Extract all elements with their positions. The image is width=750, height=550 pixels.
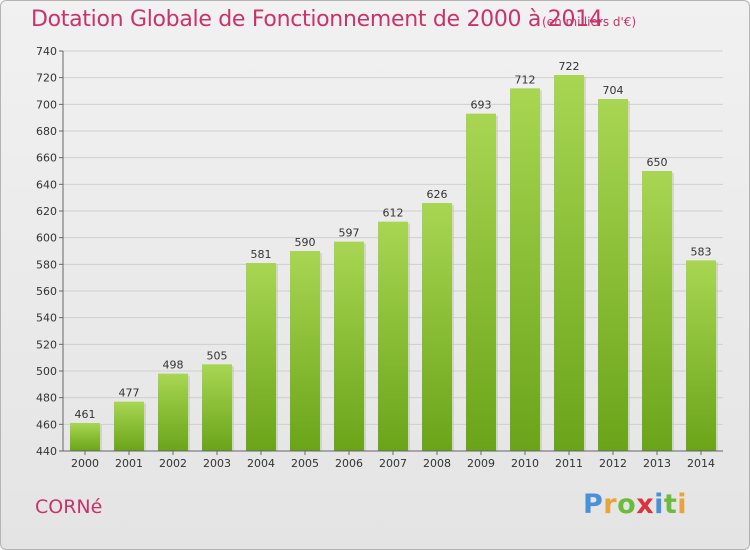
data-label: 722 [559, 60, 580, 73]
commune-name: CORNé [35, 496, 103, 518]
y-tick-label: 520 [36, 338, 57, 351]
data-label: 626 [427, 188, 448, 201]
bar [422, 203, 452, 451]
bar [158, 373, 188, 451]
bar [510, 88, 540, 451]
x-tick-label: 2002 [159, 457, 187, 470]
x-tick-label: 2006 [335, 457, 363, 470]
y-tick-label: 540 [36, 312, 57, 325]
bar [598, 99, 628, 451]
bar [686, 260, 716, 451]
x-tick-label: 2011 [555, 457, 583, 470]
data-label: 581 [251, 248, 272, 261]
x-tick-label: 2007 [379, 457, 407, 470]
y-tick-label: 480 [36, 392, 57, 405]
logo-letter: P [583, 489, 604, 520]
y-tick-label: 640 [36, 178, 57, 191]
data-label: 650 [647, 156, 668, 169]
y-tick-label: 620 [36, 205, 57, 218]
bar [378, 221, 408, 451]
bar [246, 263, 276, 451]
x-tick-label: 2004 [247, 457, 275, 470]
y-tick-label: 500 [36, 365, 57, 378]
bars: 461 477 498 505 581 590 597 612 626 693 712 722 704 6… [70, 60, 718, 452]
proxiti-logo[interactable]: Proxiti [583, 489, 687, 520]
bar [334, 241, 364, 451]
data-label: 693 [471, 99, 492, 112]
data-label: 583 [691, 245, 712, 258]
x-tick-label: 2012 [599, 457, 627, 470]
y-tick-label: 740 [36, 45, 57, 58]
data-label: 590 [295, 236, 316, 249]
x-tick-label: 2009 [467, 457, 495, 470]
axes: 440 460 480 500 520 540 560 580 600 620 640 660 680 7… [36, 45, 723, 470]
data-label: 498 [163, 359, 184, 372]
bar [70, 423, 100, 451]
logo-letter: t [663, 489, 678, 520]
data-label: 712 [515, 73, 536, 86]
x-tick-label: 2003 [203, 457, 231, 470]
data-label: 612 [383, 207, 404, 220]
logo-letter: i [654, 489, 664, 520]
logo-letter: i [677, 489, 688, 520]
y-tick-label: 700 [36, 98, 57, 111]
y-tick-label: 600 [36, 232, 57, 245]
y-tick-label: 720 [36, 72, 57, 85]
data-label: 461 [75, 408, 96, 421]
bar [202, 364, 232, 451]
x-tick-label: 2001 [115, 457, 143, 470]
x-tick-label: 2008 [423, 457, 451, 470]
bar [554, 75, 584, 451]
x-tick-label: 2005 [291, 457, 319, 470]
y-tick-label: 560 [36, 285, 57, 298]
y-tick-label: 660 [36, 152, 57, 165]
bar [114, 401, 144, 451]
data-label: 597 [339, 227, 360, 240]
logo-letter: x [636, 489, 655, 520]
data-label: 505 [207, 349, 228, 362]
x-tick-label: 2013 [643, 457, 671, 470]
bar [642, 171, 672, 451]
y-tick-label: 680 [36, 125, 57, 138]
y-tick-label: 580 [36, 258, 57, 271]
x-tick-label: 2010 [511, 457, 539, 470]
data-label: 477 [119, 387, 140, 400]
y-tick-label: 460 [36, 418, 57, 431]
logo-letter: o [617, 489, 637, 520]
bar [290, 251, 320, 451]
chart-title: Dotation Globale de Fonctionnement de 20… [31, 7, 603, 32]
bar [466, 113, 496, 452]
y-tick-label: 440 [36, 445, 57, 458]
data-label: 704 [603, 84, 624, 97]
x-tick-label: 2014 [687, 457, 715, 470]
x-tick-label: 2000 [71, 457, 99, 470]
logo-letter: r [603, 489, 618, 520]
chart-unit-subtitle: (en milliers d'€) [542, 15, 637, 29]
